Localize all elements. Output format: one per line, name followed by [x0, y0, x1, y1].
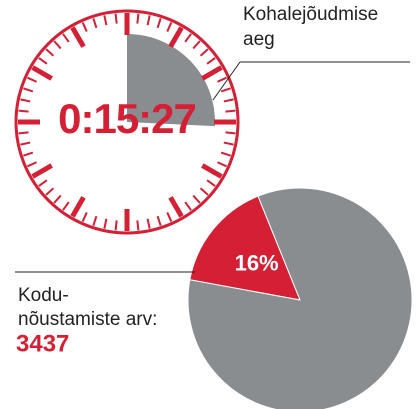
clock-tick [220, 87, 231, 93]
clock-tick [18, 109, 29, 113]
clock-tick [20, 98, 31, 103]
clock-tick [199, 187, 209, 196]
clock-tick [146, 218, 151, 229]
clock-tick [92, 215, 98, 226]
clock-tick [114, 13, 118, 24]
clock-tick [201, 65, 223, 81]
clock-tick [31, 65, 53, 81]
clock-tick [225, 109, 236, 113]
clock-tick [206, 179, 216, 187]
clock-tick [223, 141, 234, 146]
clock-tick [225, 131, 236, 135]
pie: 16% [187, 187, 413, 409]
clock-tick [27, 161, 37, 168]
elapsed-sector [127, 34, 215, 127]
total: 3437 [16, 330, 69, 357]
clock-tick [70, 196, 86, 218]
slice-label: 16% [235, 250, 279, 275]
clock-tick [20, 141, 31, 146]
clock-tick [53, 194, 62, 204]
clock-tick [103, 15, 108, 26]
clock-tick [45, 48, 55, 57]
clock-tick [166, 212, 173, 222]
clock-tick [53, 40, 62, 50]
clock-tick [45, 187, 55, 196]
pie-slice [187, 187, 413, 409]
clock-tick [192, 194, 201, 204]
clock-tick [136, 13, 140, 24]
clock-tick [23, 87, 34, 93]
clock-tick [18, 131, 29, 135]
clock-tick [166, 22, 173, 32]
annotation: nõustamiste arv: [18, 309, 157, 330]
clock-tick [38, 179, 48, 187]
clock-tick [199, 48, 209, 57]
clock-tick [62, 201, 70, 211]
clock-tick [156, 18, 162, 29]
clock-tick [146, 15, 151, 26]
clock-tick [217, 76, 227, 83]
clock-tick [220, 151, 231, 157]
annotation: aeg [243, 29, 275, 50]
clock-tick [206, 57, 216, 65]
clock-tick [81, 212, 88, 222]
clock-tick [156, 215, 162, 226]
clock-tick [92, 18, 98, 29]
leader-line [212, 61, 241, 101]
clock-tick [192, 40, 201, 50]
clock-label: 0:15:27 [58, 95, 196, 142]
annotation: Kohalejõudmise [243, 4, 378, 25]
clock-tick [184, 33, 192, 43]
clock-tick [23, 151, 34, 157]
clock-tick [184, 201, 192, 211]
clock-tick [114, 220, 118, 231]
clock-tick [217, 161, 227, 168]
clock-tick [168, 196, 184, 218]
clock-tick [31, 163, 53, 179]
clock-tick [168, 26, 184, 48]
clock-tick [136, 220, 140, 231]
annotation: Kodu- [18, 285, 69, 306]
clock-tick [103, 218, 108, 229]
clock-tick [201, 163, 223, 179]
clock-tick [223, 98, 234, 103]
pie-slice [189, 195, 301, 301]
clock-tick [27, 76, 37, 83]
clock-tick [62, 33, 70, 43]
clock: 0:15:27 [14, 9, 240, 235]
clock-tick [70, 26, 86, 48]
clock-tick [38, 57, 48, 65]
clock-tick [81, 22, 88, 32]
